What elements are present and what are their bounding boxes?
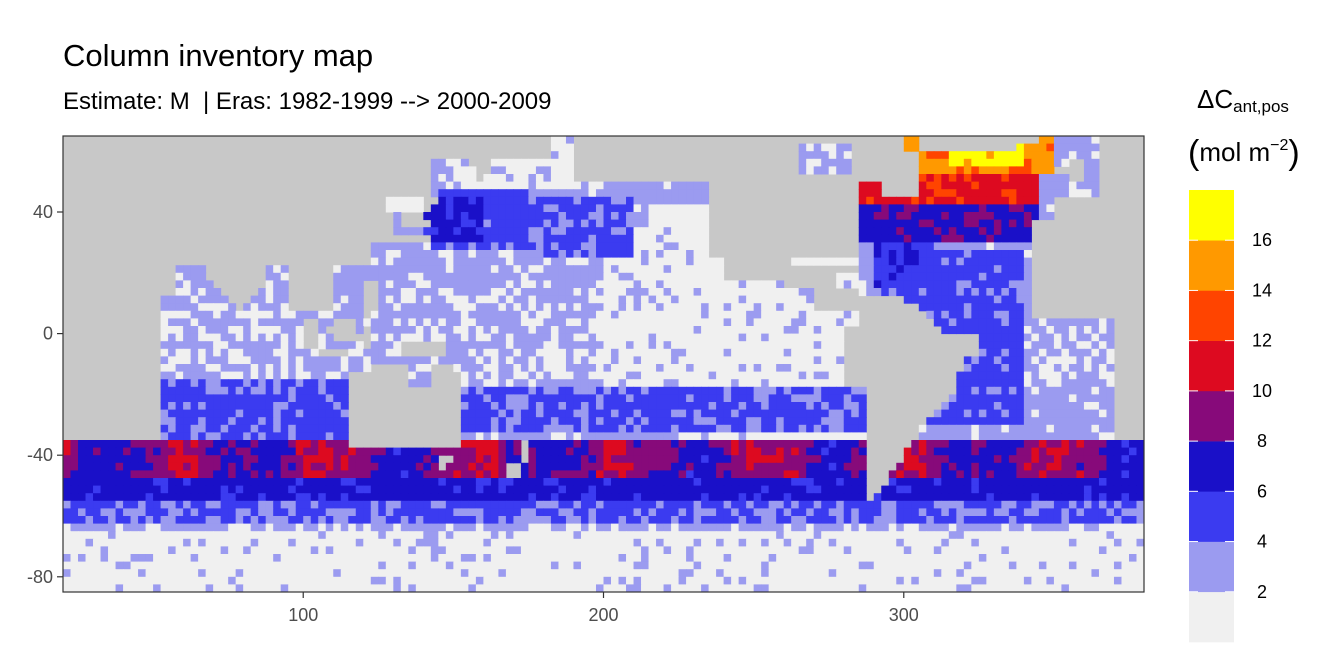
ocean-inventory-field (63, 136, 1144, 592)
legend-label: 2 (1257, 582, 1267, 602)
y-tick-label: 0 (43, 324, 53, 344)
legend-swatch (1189, 491, 1234, 542)
x-tick-label: 200 (588, 605, 618, 625)
legend-title: ΔCant,pos (1197, 84, 1289, 117)
legend-label: 14 (1252, 280, 1272, 300)
x-tick-label: 300 (889, 605, 919, 625)
legend-label: 16 (1252, 230, 1272, 250)
legend-swatch (1189, 340, 1234, 392)
y-tick-label: -80 (27, 567, 53, 587)
y-tick-label: -40 (27, 445, 53, 465)
y-axis: 40 0 -40 -80 (27, 202, 63, 587)
legend-label: 10 (1252, 381, 1272, 401)
legend-label: 12 (1252, 331, 1272, 351)
legend-swatch (1189, 541, 1234, 593)
legend-label: 6 (1257, 481, 1267, 501)
x-tick-label: 100 (288, 605, 318, 625)
chart-title: Column inventory map (63, 38, 374, 73)
legend-title-symbol: ΔC (1197, 84, 1234, 114)
legend-swatch (1189, 441, 1234, 492)
legend-swatch (1189, 591, 1234, 643)
x-axis: 100 200 300 (288, 592, 919, 625)
legend-unit: (mol m−2) (1188, 134, 1300, 172)
legend-colorbar: 2 4 6 8 10 12 14 16 (1189, 190, 1272, 643)
legend-label: 4 (1257, 532, 1267, 552)
legend-unit-base: mol m (1199, 137, 1271, 167)
legend-unit-exponent: −2 (1270, 137, 1289, 154)
y-tick-label: 40 (33, 202, 53, 222)
legend-swatch (1189, 290, 1234, 341)
legend-swatch (1189, 240, 1234, 291)
chart-subtitle: Estimate: M | Eras: 1982-1999 --> 2000-2… (63, 88, 552, 115)
legend-swatch (1189, 390, 1234, 442)
legend-swatch (1189, 190, 1234, 241)
legend-title-subscript: ant,pos (1233, 97, 1289, 116)
legend-label: 8 (1257, 431, 1267, 451)
